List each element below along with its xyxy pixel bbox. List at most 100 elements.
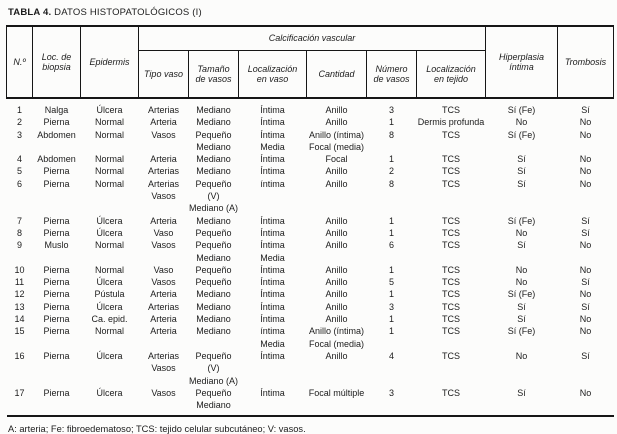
table-cell: 1 xyxy=(388,117,394,128)
table-cell: Normal xyxy=(94,117,124,128)
table-cell: Anillo xyxy=(325,277,348,288)
table-cell: TCS xyxy=(442,178,460,189)
table-cell: Sí xyxy=(517,387,526,398)
table-cell: TCS xyxy=(442,154,460,165)
table-cell: 6 xyxy=(388,240,394,251)
table-cell: 4 xyxy=(388,350,394,361)
table-cell: 2 xyxy=(388,166,394,177)
table-cell: Dermis profunda xyxy=(417,117,485,128)
table-cell: 9 xyxy=(16,240,22,251)
table-cell: Abdomen xyxy=(37,129,76,140)
table-cell: Sí xyxy=(581,227,590,238)
table-cell: No xyxy=(579,387,592,398)
table-cell: Vasos xyxy=(151,240,176,251)
table-cell: No xyxy=(579,289,592,300)
table-cell: TCS xyxy=(442,326,460,337)
table-cell: Normal xyxy=(94,129,124,140)
table-cell: Pierna xyxy=(43,289,70,300)
table-cell: Pierna xyxy=(43,178,70,189)
table-cell: No xyxy=(579,240,592,251)
table-row: 1 Nalga Úlcera Arterias Mediano Íntima Anillo 3… xyxy=(7,98,614,116)
table-cell: 11 xyxy=(14,277,25,288)
table-cell: Íntima xyxy=(260,387,285,398)
table-cell: Anillo xyxy=(325,178,348,189)
table-cell: No xyxy=(515,350,528,361)
table-cell: No xyxy=(579,166,592,177)
table-cell: Mediano xyxy=(196,105,231,115)
table-cell: Anillo xyxy=(325,240,348,251)
table-footnote: A: arteria; Fe: fibroedematoso; TCS: tej… xyxy=(8,424,306,434)
table-row: 7 Pierna Úlcera Arteria Mediano Íntima Anillo 1… xyxy=(7,215,614,227)
table-cell: 3 xyxy=(388,301,394,312)
table-cell: Normal xyxy=(94,240,124,251)
table-cell: Arteria xyxy=(150,314,177,325)
table-cell: Arterias xyxy=(147,301,179,312)
table-cell: 12 xyxy=(14,289,25,300)
table-cell: TCS xyxy=(442,277,460,288)
table-cell: Úlcera xyxy=(96,301,123,312)
table-cell: Sí xyxy=(517,154,526,165)
table-body: 1 Nalga Úlcera Arterias Mediano Íntima Anillo 3… xyxy=(7,98,614,416)
header-epidermis: Epidermis xyxy=(80,26,139,98)
table-cell: Anillo xyxy=(325,105,348,115)
table-cell: No xyxy=(515,277,528,288)
table-cell: Sí xyxy=(581,105,590,115)
table-cell: Sí xyxy=(517,301,526,312)
table-cell: Normal xyxy=(94,264,124,275)
table-cell: Sí (Fe) xyxy=(507,105,536,115)
table-cell: Sí xyxy=(581,301,590,312)
table-cell: Focal xyxy=(325,154,348,165)
header-localizacion-tejido: Localización en tejido xyxy=(415,50,487,98)
table-row: 9 Muslo Normal Vasos Pequeño Mediano Íntima M… xyxy=(7,239,614,264)
table-cell: TCS xyxy=(442,129,460,140)
table-header: N.º Loc. de biopsia Epidermis Calcificac… xyxy=(6,26,615,98)
table-cell: Mediano xyxy=(196,314,231,325)
table-cell: Íntima Media xyxy=(260,129,285,152)
table-cell: 17 xyxy=(14,387,25,398)
table-cell: Íntima xyxy=(260,154,285,165)
header-no: N.º xyxy=(6,26,33,98)
table-cell: Íntima xyxy=(260,350,285,361)
table-cell: Pierna xyxy=(43,314,70,325)
header-hiperplasia-intima: Hiperplasia íntima xyxy=(485,26,559,98)
table-cell: 8 xyxy=(16,227,22,238)
table-cell: Úlcera xyxy=(96,387,123,398)
header-localizacion-vaso: Localización en vaso xyxy=(238,50,307,98)
table-cell: Anillo xyxy=(325,264,348,275)
table-cell: Normal xyxy=(94,166,124,177)
table-cell: Íntima xyxy=(260,289,285,300)
table-cell: Arteria xyxy=(150,154,177,165)
table-cell: 1 xyxy=(388,314,394,325)
table-cell: Pequeño (V) Mediano (A) xyxy=(188,350,239,386)
table-cell: Pierna xyxy=(43,117,70,128)
header-cantidad: Cantidad xyxy=(306,50,367,98)
table-cell: 3 xyxy=(16,129,22,140)
table-cell: Anillo (íntima) Focal (media) xyxy=(308,326,364,349)
table-cell: 7 xyxy=(16,215,22,226)
table-cell: Úlcera xyxy=(96,227,123,238)
table-cell: 10 xyxy=(14,264,25,275)
table-cell: Anillo xyxy=(325,166,348,177)
table-cell: Vasos xyxy=(151,129,176,140)
table-cell: Pequeño xyxy=(195,227,232,238)
table-cell: Focal múltiple xyxy=(308,387,365,398)
table-cell: 4 xyxy=(16,154,22,165)
table-cell: Pequeño Mediano xyxy=(195,240,232,263)
table-cell: TCS xyxy=(442,227,460,238)
table-cell: TCS xyxy=(442,350,460,361)
table-cell: Normal xyxy=(94,178,124,189)
table-cell: Arteria xyxy=(150,326,177,337)
header-tipo-vaso: Tipo vaso xyxy=(138,50,189,98)
table-cell: TCS xyxy=(442,240,460,251)
table-cell: Íntima xyxy=(260,105,285,115)
table-cell: No xyxy=(579,178,592,189)
table-cell: Vasos xyxy=(151,387,176,398)
table-row: 14 Pierna Ca. epid. Arteria Mediano Íntima Ani… xyxy=(7,313,614,325)
table-cell: Íntima xyxy=(260,215,285,226)
table-cell: TCS xyxy=(442,387,460,398)
table-title-number: TABLA 4. xyxy=(8,7,52,18)
table-cell: Mediano xyxy=(196,215,231,226)
table-cell: 1 xyxy=(388,154,394,165)
table-cell: Sí xyxy=(517,166,526,177)
table-cell: Arteria xyxy=(150,215,177,226)
